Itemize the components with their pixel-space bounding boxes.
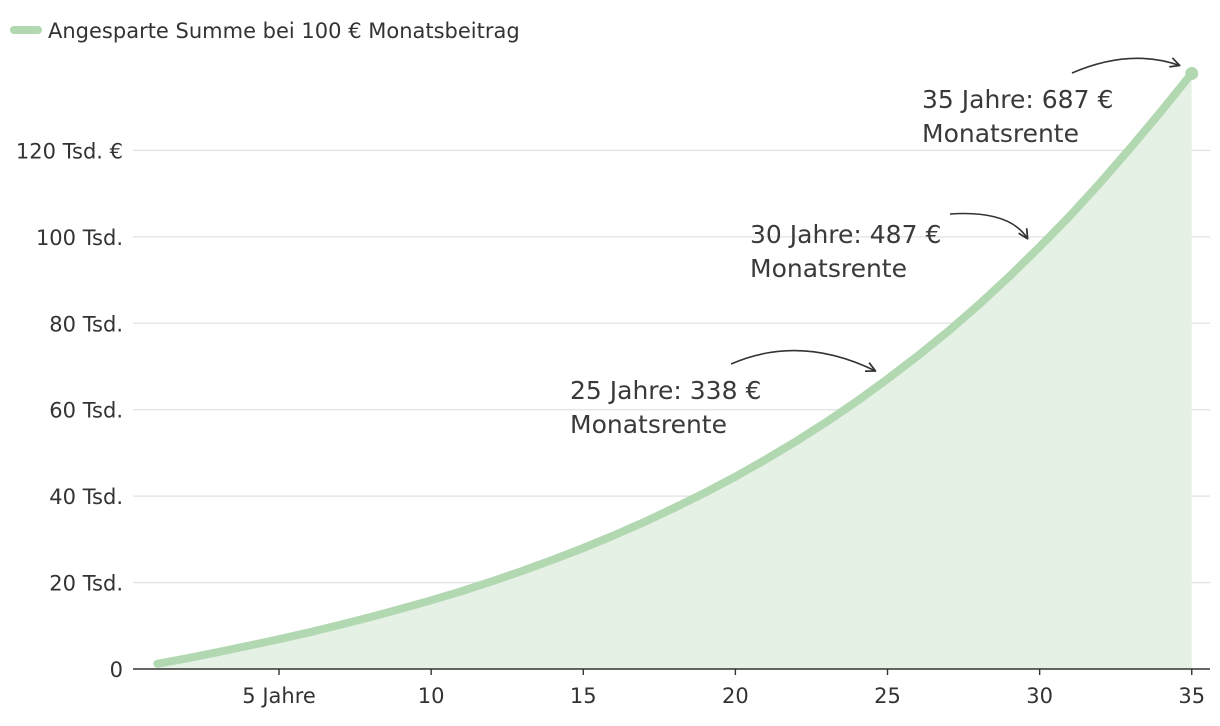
annotation-value: 30 Jahre: 487 € [750,220,941,249]
annotation-caption: Monatsrente [570,410,727,439]
annotation-caption: Monatsrente [750,254,907,283]
legend-swatch [10,26,42,34]
annotation-value: 35 Jahre: 687 € [922,85,1113,114]
annotation-arrow [949,212,1029,240]
x-tick-label: 20 [722,684,749,708]
x-tick-label: 30 [1026,684,1053,708]
y-tick-label: 20 Tsd. [49,572,123,596]
x-tick-label: 25 [874,684,901,708]
annotation-35: 35 Jahre: 687 € Monatsrente [922,57,1181,148]
y-tick-label: 40 Tsd. [49,485,123,509]
y-tick-label: 0 [110,658,123,682]
series-line [153,69,1196,668]
legend-label: Angesparte Summe bei 100 € Monatsbeitrag [48,19,520,43]
x-tick-label: 10 [418,684,445,708]
x-axis [133,668,1210,675]
series-endpoint [1185,67,1199,81]
annotation-arrow [1071,57,1181,74]
annotation-30: 30 Jahre: 487 € Monatsrente [750,212,1029,283]
x-tick-label: 15 [570,684,597,708]
series-line-layer [153,67,1199,668]
x-tick-label: 5 Jahre [242,684,316,708]
series-area [157,73,1192,669]
x-tick-label: 35 [1178,684,1205,708]
y-axis-ticks: 0 20 Tsd. 40 Tsd. 60 Tsd. 80 Tsd. 100 Tsd. 120… [16,139,123,682]
annotation-caption: Monatsrente [922,119,1079,148]
legend: Angesparte Summe bei 100 € Monatsbeitrag [10,19,520,43]
annotation-arrow [730,349,877,372]
y-tick-label: 100 Tsd. [36,226,123,250]
x-axis-ticks: 5 Jahre 10 15 20 25 30 35 [242,684,1205,708]
annotation-value: 25 Jahre: 338 € [570,376,761,405]
y-tick-label: 120 Tsd. € [16,139,123,163]
y-tick-label: 80 Tsd. [49,312,123,336]
annotation-25: 25 Jahre: 338 € Monatsrente [570,349,877,439]
y-tick-label: 60 Tsd. [49,399,123,423]
area-fill-layer [157,73,1192,669]
